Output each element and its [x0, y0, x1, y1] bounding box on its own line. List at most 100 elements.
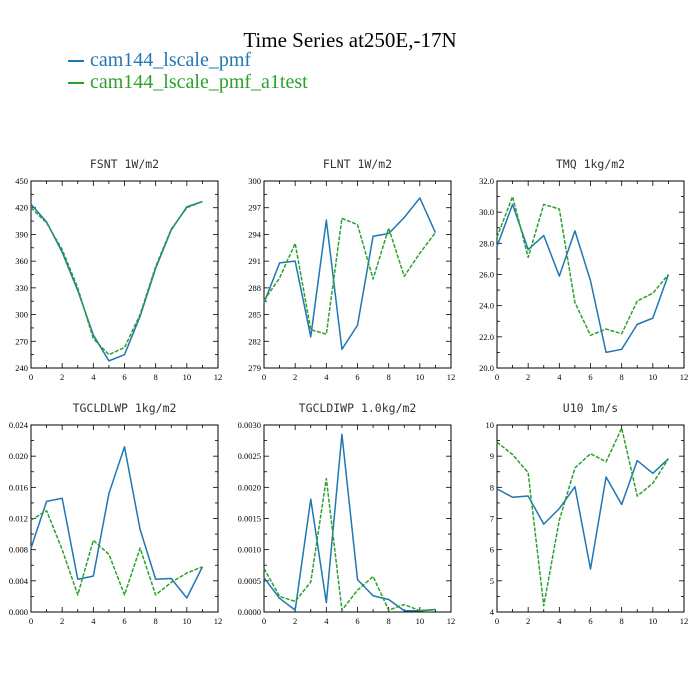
y-tick-label: 0.0005	[238, 576, 261, 586]
chart-title: FSNT 1W/m2	[90, 157, 159, 171]
x-tick-label: 4	[557, 616, 562, 626]
x-tick-label: 12	[214, 616, 223, 626]
x-tick-label: 4	[557, 372, 562, 382]
x-tick-label: 12	[447, 372, 456, 382]
y-tick-label: 24.0	[479, 301, 494, 311]
series-line	[496, 458, 669, 570]
x-tick-label: 0	[262, 616, 266, 626]
series-line	[30, 200, 203, 356]
y-tick-label: 0.004	[9, 576, 29, 586]
series-line	[496, 203, 670, 354]
x-tick-label: 12	[680, 372, 689, 382]
x-tick-label: 2	[293, 616, 297, 626]
x-tick-label: 10	[183, 616, 192, 626]
plot-frame	[496, 180, 685, 369]
y-tick-label: 270	[15, 336, 28, 346]
y-tick-label: 4	[490, 607, 495, 617]
x-tick-label: 10	[649, 616, 658, 626]
x-tick-label: 12	[214, 372, 223, 382]
y-tick-label: 0.008	[9, 545, 28, 555]
legend-entry: cam144_lscale_pmf	[68, 49, 251, 72]
x-tick-label: 4	[324, 616, 329, 626]
x-tick-label: 6	[588, 372, 592, 382]
x-tick-label: 6	[122, 616, 126, 626]
chart-title: FLNT 1W/m2	[323, 157, 392, 171]
series-line	[496, 195, 669, 337]
y-tick-label: 420	[15, 203, 28, 213]
x-tick-label: 0	[29, 372, 33, 382]
y-tick-label: 32.0	[479, 176, 494, 186]
x-tick-label: 6	[355, 616, 359, 626]
y-tick-label: 26.0	[479, 270, 494, 280]
y-tick-label: 0.0000	[238, 607, 261, 617]
chart-title: TGCLDLWP 1kg/m2	[73, 401, 177, 415]
x-tick-label: 12	[680, 616, 689, 626]
series-line	[263, 433, 436, 612]
x-tick-label: 8	[387, 372, 391, 382]
chart-panel: TGCLDIWP 1.0kg/m2 0 2 4 6 8 10 12 0.0000 0.0005 0.…	[238, 401, 456, 626]
y-tick-label: 0.0010	[238, 545, 261, 555]
y-tick-label: 282	[248, 336, 261, 346]
legend-line-icon	[68, 60, 84, 63]
y-tick-label: 20.0	[479, 363, 494, 373]
x-tick-label: 10	[416, 372, 425, 382]
y-tick-label: 285	[248, 310, 261, 320]
plot-frame	[263, 424, 452, 613]
series-line	[263, 197, 437, 351]
plot-frame	[496, 424, 685, 613]
y-tick-label: 300	[248, 176, 261, 186]
y-tick-label: 240	[15, 363, 28, 373]
x-tick-label: 0	[262, 372, 266, 382]
y-tick-label: 10	[486, 420, 495, 430]
plot-frame	[30, 424, 219, 613]
x-tick-label: 8	[387, 616, 391, 626]
series-line	[30, 446, 204, 599]
x-tick-label: 8	[620, 616, 624, 626]
x-tick-label: 8	[154, 616, 158, 626]
series-line	[263, 217, 437, 335]
chart-panel: TGCLDLWP 1kg/m2 0 2 4 6 8 10 12 0.000 0.004 0.008 0…	[9, 401, 222, 626]
y-tick-label: 7	[490, 514, 494, 524]
legend-entry: cam144_lscale_pmf_a1test	[68, 71, 308, 94]
chart-title: U10 1m/s	[563, 401, 618, 415]
series-line	[30, 509, 203, 596]
y-tick-label: 0.020	[9, 451, 28, 461]
x-tick-label: 0	[495, 616, 499, 626]
x-tick-label: 4	[91, 372, 96, 382]
x-tick-label: 6	[122, 372, 126, 382]
y-tick-label: 0.016	[9, 482, 28, 492]
x-tick-label: 10	[183, 372, 192, 382]
chart-panel: FSNT 1W/m2 0 2 4 6 8 10 12 240 270 300 330 360 390 420…	[15, 157, 222, 382]
x-tick-label: 2	[526, 616, 530, 626]
y-tick-label: 0.024	[9, 420, 29, 430]
x-tick-label: 2	[60, 372, 64, 382]
plot-frame	[30, 180, 219, 369]
x-tick-label: 10	[649, 372, 658, 382]
chart-panel: FLNT 1W/m2 0 2 4 6 8 10 12 279 282 285 288 291 294 297…	[248, 157, 455, 382]
y-tick-label: 390	[15, 229, 28, 239]
y-tick-label: 279	[248, 363, 261, 373]
y-tick-label: 5	[490, 576, 494, 586]
y-tick-label: 294	[248, 229, 262, 239]
x-tick-label: 2	[60, 616, 64, 626]
series-line	[496, 427, 670, 607]
y-tick-label: 0.012	[9, 514, 28, 524]
figure-title: Time Series at250E,-17N	[243, 28, 457, 52]
y-tick-label: 291	[248, 256, 261, 266]
y-tick-label: 6	[490, 545, 494, 555]
series-line	[263, 477, 436, 612]
chart-panel: TMQ 1kg/m2 0 2 4 6 8 10 12 20.0 22.0 24.0 26.0 28.0 3…	[479, 157, 688, 382]
y-tick-label: 0.0020	[238, 482, 261, 492]
x-tick-label: 4	[91, 616, 96, 626]
plot-frame	[263, 180, 452, 369]
y-tick-label: 30.0	[479, 207, 494, 217]
x-tick-label: 0	[495, 372, 499, 382]
legend-label: cam144_lscale_pmf	[90, 49, 252, 71]
chart-panel: U10 1m/s 0 2 4 6 8 10 12 4 5 6 7 8 9 10	[486, 401, 689, 626]
y-tick-label: 288	[248, 283, 261, 293]
x-tick-label: 6	[355, 372, 359, 382]
y-tick-label: 330	[15, 283, 28, 293]
x-tick-label: 12	[447, 616, 456, 626]
x-tick-label: 0	[29, 616, 33, 626]
y-tick-label: 300	[15, 310, 28, 320]
